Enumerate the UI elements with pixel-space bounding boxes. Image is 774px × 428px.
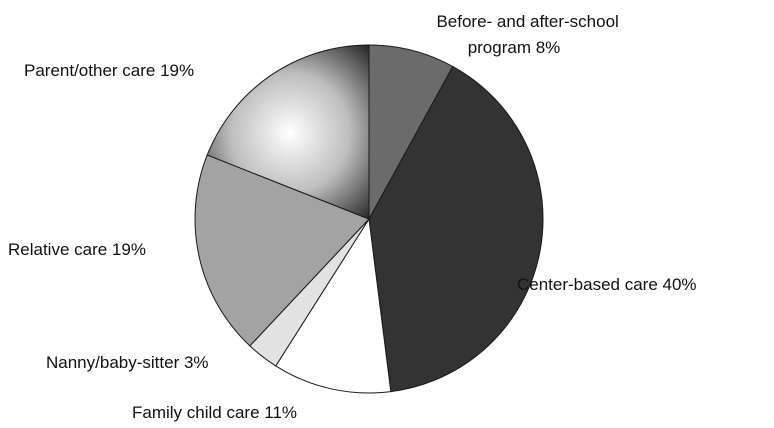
label-nanny: Nanny/baby-sitter 3% [46,353,209,372]
label-family-child-care: Family child care 11% [132,403,297,422]
slice-parent-other-care [206,44,370,220]
label-relative-care: Relative care 19% [8,240,146,259]
label-parent-other: Parent/other care 19% [24,61,194,80]
slice-relative-care [194,154,370,347]
pie-slices [194,44,544,394]
pie-labels: Before- and after-school program 8% Cent… [8,12,697,422]
slice-family-child-care [275,217,392,394]
slice-center-based-care [368,65,544,393]
label-center-based: Center-based care 40% [517,275,697,294]
label-before-after-school: Before- and after-school program 8% [436,12,623,57]
